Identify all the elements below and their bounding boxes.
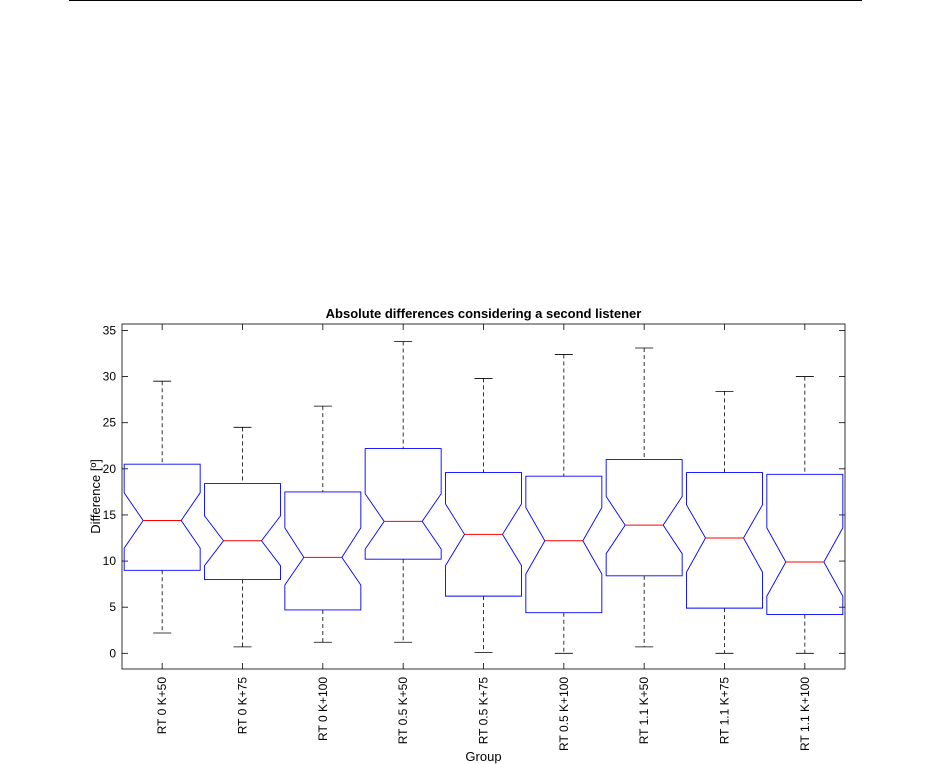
x-tick-label: RT 0.5 K+100 (557, 677, 571, 751)
notched-box (766, 473, 844, 616)
x-tick-label: RT 0 K+75 (236, 677, 250, 735)
y-tick-label: 25 (103, 416, 117, 430)
x-axis-label: Group (465, 749, 501, 764)
y-tick-label: 35 (103, 323, 117, 337)
page-top-rule (69, 0, 862, 1)
notched-box (364, 448, 442, 560)
y-tick-label: 0 (109, 646, 116, 660)
y-axis-label: Difference [º] (88, 459, 103, 534)
notched-box (525, 475, 603, 614)
x-tick-label: RT 0 K+100 (316, 677, 330, 741)
y-tick-label: 10 (103, 554, 117, 568)
y-tick-label: 15 (103, 508, 117, 522)
notched-box (605, 459, 683, 577)
notched-box (204, 483, 281, 580)
x-tick-label: RT 1.1 K+100 (798, 677, 812, 751)
notched-box (284, 491, 362, 611)
x-tick-label: RT 0.5 K+75 (477, 677, 491, 745)
y-tick-label: 20 (103, 462, 117, 476)
notched-box (123, 463, 201, 571)
x-tick-label: RT 1.1 K+50 (637, 677, 651, 745)
y-tick-label: 30 (103, 370, 117, 384)
chart-title: Absolute differences considering a secon… (326, 306, 642, 321)
y-tick-label: 5 (109, 600, 116, 614)
x-tick-label: RT 0.5 K+50 (396, 677, 410, 745)
x-tick-label: RT 0 K+50 (155, 677, 169, 735)
notched-box (445, 472, 522, 597)
x-tick-label: RT 1.1 K+75 (718, 677, 732, 745)
notched-box (686, 472, 763, 609)
plot-area: 0 5 10 15 20 25 30 35 RT 0 K+50 RT 0 K+75 RT 0 K+1… (103, 323, 846, 751)
